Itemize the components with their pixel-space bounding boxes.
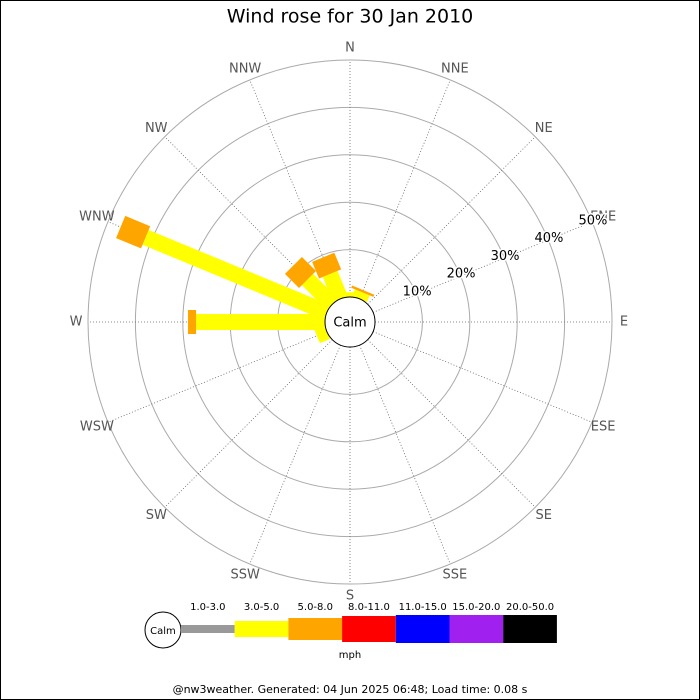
direction-label: WNW <box>79 210 115 225</box>
spoke <box>164 339 333 508</box>
legend-swatch <box>395 615 450 643</box>
legend-label: 5.0-8.0 <box>298 602 333 613</box>
direction-label: ESE <box>591 419 616 434</box>
legend-label: 15.0-20.0 <box>452 602 500 613</box>
legend-label: 3.0-5.0 <box>244 602 279 613</box>
legend-label: 8.0-11.0 <box>348 602 390 613</box>
legend-label: 20.0-50.0 <box>506 602 554 613</box>
ring-label: 20% <box>447 267 476 282</box>
ring-label: 40% <box>535 231 564 246</box>
chart-title: Wind rose for 30 Jan 2010 <box>227 6 474 28</box>
legend-swatch <box>234 621 289 637</box>
wind-bar <box>322 270 348 302</box>
wind-bar <box>142 229 330 320</box>
calm-label: Calm <box>333 316 366 331</box>
direction-label: NNW <box>229 61 261 76</box>
wind-bar <box>188 310 197 334</box>
legend-calm-label: Calm <box>150 626 176 637</box>
direction-label: S <box>346 589 354 604</box>
direction-label: SW <box>146 508 167 523</box>
ring-label: 30% <box>491 249 520 264</box>
wind-bar <box>352 289 370 302</box>
direction-label: W <box>70 315 83 330</box>
direction-label: SSW <box>230 568 260 583</box>
legend-swatch <box>503 615 557 643</box>
unit-label: mph <box>339 650 361 661</box>
ring <box>182 154 518 490</box>
spoke <box>107 331 328 423</box>
wind-bar <box>351 285 375 297</box>
spoke <box>372 221 593 313</box>
wind-bar <box>116 215 151 249</box>
spoke <box>359 344 451 565</box>
legend-swatch <box>449 615 504 643</box>
direction-label: NNE <box>441 61 469 76</box>
spoke <box>367 136 536 305</box>
wind-bar <box>312 252 342 279</box>
direction-label: NW <box>145 121 168 136</box>
legend-swatch <box>288 618 343 640</box>
ring-label: 50% <box>578 213 607 228</box>
spoke <box>359 79 451 300</box>
spoke <box>367 339 536 508</box>
legend-label: 1.0-3.0 <box>190 602 225 613</box>
direction-label: WSW <box>80 419 114 434</box>
spoke <box>249 344 341 565</box>
legend-swatch <box>181 625 235 633</box>
footer: @nw3weather. Generated: 04 Jun 2025 06:4… <box>173 683 528 696</box>
wind-bar <box>196 314 325 330</box>
calm-circle <box>324 296 376 348</box>
wind-bar <box>301 273 338 310</box>
legend-label: 11.0-15.0 <box>399 602 447 613</box>
wind-bar <box>284 256 317 289</box>
spoke <box>372 331 593 423</box>
direction-label: SE <box>536 508 552 523</box>
direction-label: NE <box>535 121 553 136</box>
direction-label: N <box>345 41 355 56</box>
direction-label: SSE <box>442 568 467 583</box>
ring <box>87 59 613 585</box>
direction-label: ENE <box>590 210 616 225</box>
direction-label: E <box>620 315 628 330</box>
legend-swatch <box>342 616 396 642</box>
wind-bar <box>342 292 358 297</box>
ring-label: 10% <box>403 284 432 299</box>
